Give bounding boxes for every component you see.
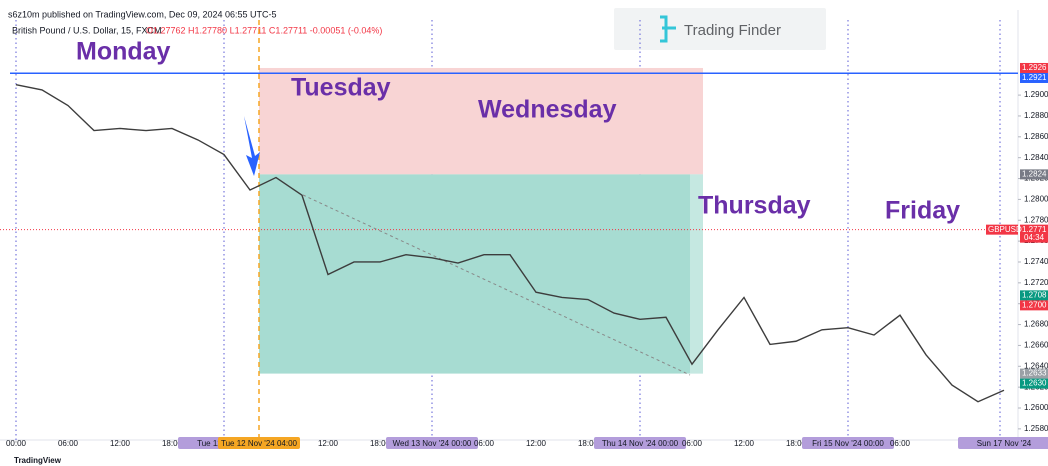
- price-tag: [1020, 378, 1048, 389]
- price-tag: [1020, 169, 1048, 180]
- chart-title: British Pound / U.S. Dollar, 15, FXCM: [12, 25, 162, 35]
- y-tick-label: 1.2660: [1024, 341, 1048, 350]
- ohlc: O1.27762 H1.27780 L1.27711 C1.27711 -0.0…: [146, 25, 382, 35]
- x-tick-label: 12:00: [734, 439, 755, 448]
- day-label: Monday: [76, 38, 171, 66]
- price-tag-label: 1.2926: [1022, 63, 1047, 72]
- trend-line: [302, 194, 691, 376]
- x-tick-label: 18:00: [786, 439, 807, 448]
- footer: TradingView: [14, 456, 62, 465]
- price-tag: [1020, 300, 1048, 311]
- price-tag-label: 1.2700: [1022, 300, 1047, 309]
- price-line-series: [15, 83, 1005, 403]
- countdown: 04:34: [1024, 233, 1045, 242]
- y-tick-label: 1.2740: [1024, 257, 1048, 266]
- day-label: Thursday: [698, 192, 811, 220]
- x-tick-label: Thu 14 Nov '24 00:00: [602, 439, 679, 448]
- header: s6z10m published on TradingView.com, Dec…: [8, 9, 277, 19]
- price-tag: [1020, 62, 1048, 73]
- zone: [259, 67, 703, 175]
- zone-edge: [690, 174, 703, 374]
- price-tag: [1020, 290, 1048, 301]
- y-tick-label: 1.2680: [1024, 320, 1048, 329]
- x-tick-label: 00:00: [6, 439, 27, 448]
- y-tick-label: 1.2580: [1024, 424, 1048, 433]
- y-tick-label: 1.2640: [1024, 361, 1048, 370]
- y-tick-label: 1.2720: [1024, 278, 1048, 287]
- crosshair-label: Tue 12 Nov '24 04:00: [221, 439, 298, 448]
- y-tick-label: 1.2880: [1024, 111, 1048, 120]
- y-tick-label: 1.2800: [1024, 195, 1048, 204]
- day-label: Wednesday: [478, 96, 617, 124]
- price-tag-label: 1.2630: [1022, 379, 1047, 388]
- price-tag-label: 1.2921: [1022, 73, 1047, 82]
- x-tick-label: 06:00: [474, 439, 495, 448]
- price-tag-label: 1.2824: [1022, 169, 1047, 178]
- price-tag-label: 1.2771: [1022, 225, 1047, 234]
- day-label: Friday: [885, 197, 960, 225]
- x-label-box: [802, 437, 894, 449]
- x-tick-label: 18:00: [578, 439, 599, 448]
- price-tag: [1020, 368, 1048, 379]
- x-label-box: [958, 437, 1048, 449]
- price-tag: [1020, 72, 1048, 83]
- x-tick-label: 18:00: [370, 439, 391, 448]
- y-tick-label: 1.2780: [1024, 215, 1048, 224]
- x-tick-label: 12:00: [110, 439, 131, 448]
- crosshair-label-box: [218, 437, 300, 449]
- y-tick-label: 1.2840: [1024, 153, 1048, 162]
- x-tick-label: 06:00: [890, 439, 911, 448]
- x-tick-label: 18:00: [162, 439, 183, 448]
- x-tick-label: 12:00: [318, 439, 339, 448]
- price-tag: [1020, 224, 1048, 243]
- x-tick-label: Fri 15 Nov '24 00:00: [812, 439, 884, 448]
- x-tick-label: 06:00: [682, 439, 703, 448]
- y-tick-label: 1.2860: [1024, 132, 1048, 141]
- y-tick-label: 1.2900: [1024, 90, 1048, 99]
- x-label-box: [594, 437, 686, 449]
- price-tag-label: 1.2633: [1022, 369, 1047, 378]
- zone: [259, 174, 703, 374]
- price-tag-label: 1.2708: [1022, 290, 1047, 299]
- x-tick-label: 12:00: [526, 439, 547, 448]
- x-tick-label: Wed 13 Nov '24 00:00: [393, 439, 472, 448]
- day-label: Tuesday: [291, 74, 391, 102]
- arrow: [244, 116, 260, 176]
- x-tick-label: Sun 17 Nov '24: [977, 439, 1032, 448]
- symbol-tag: [986, 224, 1018, 235]
- y-tick-label: 1.2600: [1024, 403, 1048, 412]
- brand: Trading Finder: [684, 22, 781, 39]
- x-label-box: [386, 437, 478, 449]
- brand-logo: [614, 8, 826, 50]
- symbol-tag-label: GBPUSD: [988, 225, 1022, 234]
- x-tick-label: 06:00: [58, 439, 79, 448]
